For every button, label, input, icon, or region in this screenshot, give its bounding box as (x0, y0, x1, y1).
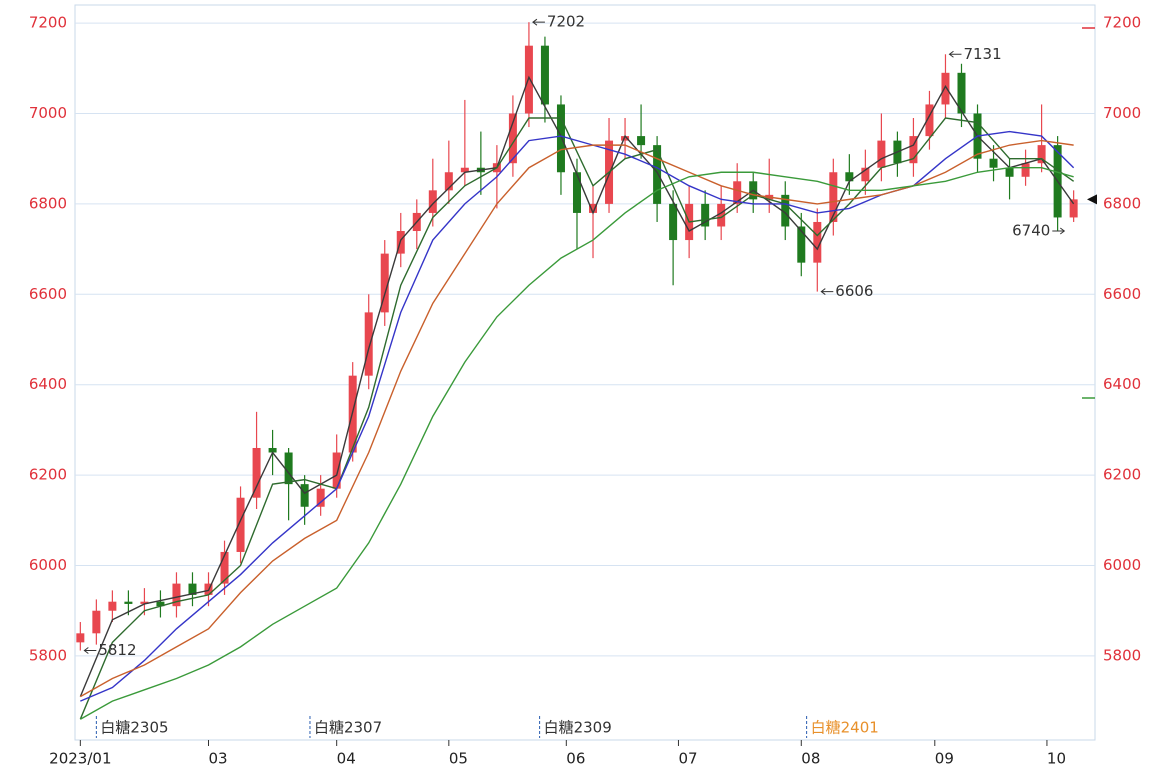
annotation-arrow (1052, 227, 1066, 235)
candle-body (236, 497, 245, 552)
candle-body (669, 203, 678, 241)
y2-tick-label: 6200 (1103, 466, 1141, 484)
x-tick-label: 08 (801, 750, 820, 768)
y-tick-label: 5800 (29, 646, 67, 664)
candle-body (925, 104, 934, 137)
x-tick-label: 05 (449, 750, 468, 768)
x-tick-label: 2023/01 (49, 750, 111, 768)
candle-body (220, 551, 229, 584)
y2-tick-label: 6400 (1103, 375, 1141, 393)
candle-body (380, 253, 389, 313)
y-tick-label: 7200 (29, 14, 67, 32)
contract-label: 白糖2309 (544, 719, 612, 737)
candle-body (989, 158, 998, 168)
candle-body (717, 203, 726, 227)
x-tick-label: 10 (1047, 750, 1066, 768)
candle-body (92, 610, 101, 634)
annotation-label: 7131 (963, 45, 1001, 63)
y-tick-label: 6200 (29, 466, 67, 484)
annotation-label: 7202 (547, 13, 585, 31)
y2-tick-label: 7200 (1103, 14, 1141, 32)
y-tick-label: 6800 (29, 194, 67, 212)
annotation-label: 5812 (98, 641, 136, 659)
candle-body (428, 190, 437, 213)
candle-body (701, 203, 710, 227)
annotation-arrow (532, 18, 545, 26)
last-price-marker (1087, 194, 1097, 205)
x-tick-label: 04 (337, 750, 356, 768)
candle-body (332, 452, 341, 489)
y-tick-label: 6600 (29, 285, 67, 303)
candle-body (621, 136, 630, 141)
contract-label: 白糖2401 (811, 719, 879, 737)
y2-tick-label: 7000 (1103, 104, 1141, 122)
candle-body (284, 452, 293, 485)
candle-body (268, 447, 277, 453)
annotation-arrow (948, 50, 962, 58)
candle-body (797, 226, 806, 263)
candle-body (1037, 145, 1046, 164)
candle-body (877, 140, 886, 168)
annotation-label: 6740 (1012, 222, 1050, 240)
candle-body (909, 136, 918, 164)
candle-body (637, 136, 646, 146)
candle-body (941, 72, 950, 105)
candle-body (460, 167, 469, 173)
candle-body (653, 145, 662, 204)
annotation-arrow (820, 288, 834, 295)
candle-body (861, 167, 870, 182)
contract-label: 白糖2305 (100, 719, 168, 737)
moving-average (79, 139, 1074, 698)
y-tick-label: 7000 (29, 104, 67, 122)
candle-body (957, 72, 966, 114)
y2-tick-label: 6800 (1103, 194, 1141, 212)
candle-body (845, 172, 854, 182)
candle-body (300, 484, 309, 507)
candle-body (589, 203, 598, 213)
candle-body (156, 601, 165, 607)
y2-tick-label: 5800 (1103, 646, 1141, 664)
candle-body (813, 221, 822, 263)
candle-body (540, 45, 549, 105)
candle-body (108, 601, 117, 611)
candle-body (252, 447, 261, 498)
candle-body (781, 194, 790, 227)
candle-body (1005, 167, 1014, 177)
candle-body (524, 45, 533, 114)
x-tick-label: 09 (935, 750, 954, 768)
candle-body (572, 172, 581, 213)
annotation-label: 6606 (835, 282, 873, 300)
candle-body (316, 488, 325, 507)
y-tick-label: 6400 (29, 375, 67, 393)
y2-tick-label: 6000 (1103, 556, 1141, 574)
plot-frame (74, 4, 1096, 741)
candle-body (172, 583, 181, 607)
candle-body (1069, 199, 1078, 218)
candle-body (1021, 163, 1030, 177)
candle-body (76, 633, 85, 643)
x-tick-label: 07 (678, 750, 697, 768)
moving-average (79, 117, 1075, 720)
candle-body (556, 104, 565, 173)
candle-body (188, 583, 197, 595)
candle-body (508, 113, 517, 164)
candle-body (140, 601, 149, 604)
moving-average (79, 75, 1075, 697)
candle-body (444, 172, 453, 191)
y-tick-label: 6000 (29, 556, 67, 574)
candle-body (733, 181, 742, 204)
candle-body (829, 172, 838, 222)
x-tick-label: 06 (566, 750, 585, 768)
candle-body (364, 312, 373, 376)
annotation-arrow (83, 647, 97, 654)
x-tick-label: 03 (209, 750, 228, 768)
contract-label: 白糖2307 (314, 719, 382, 737)
candle-body (124, 601, 133, 604)
moving-average (79, 167, 1074, 720)
y2-tick-label: 6600 (1103, 285, 1141, 303)
